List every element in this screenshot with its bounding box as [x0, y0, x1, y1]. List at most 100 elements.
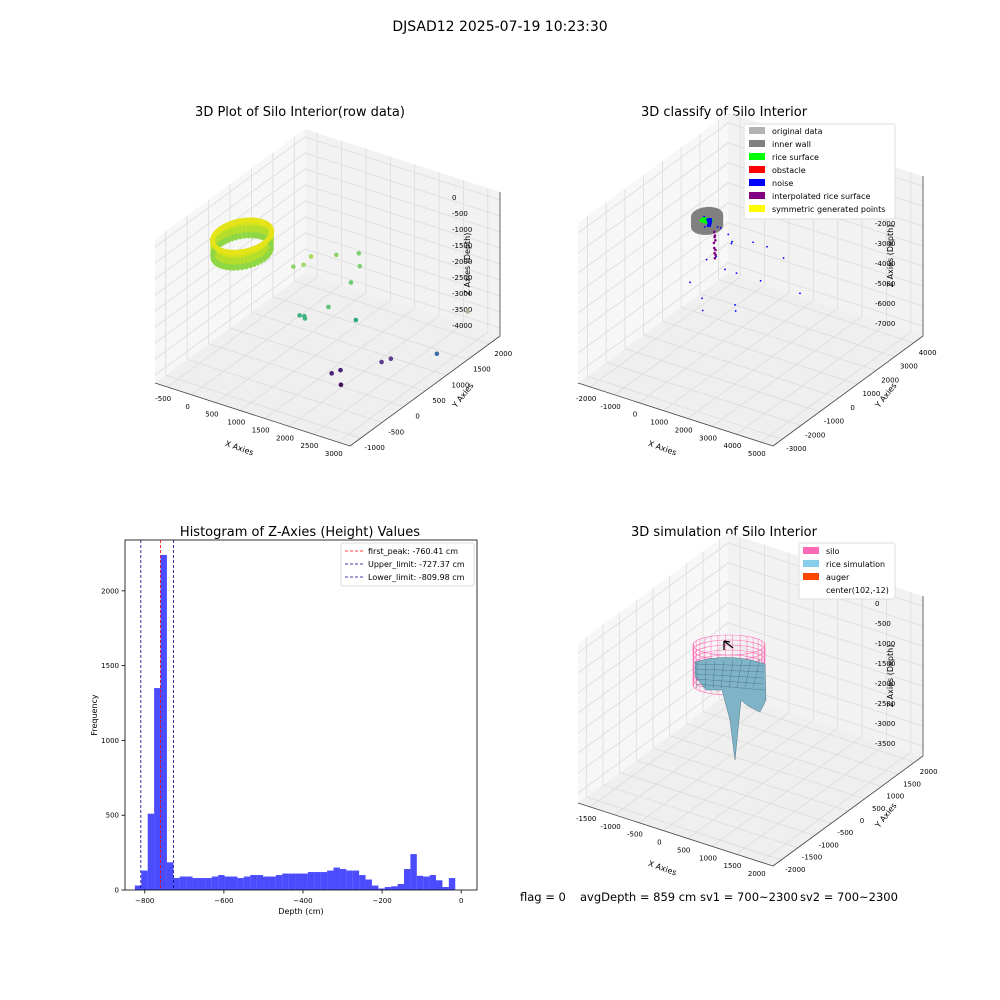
grid-line [187, 359, 383, 423]
grid-line [587, 375, 783, 440]
panel-simulation-title: 3D simulation of Silo Interior [631, 525, 818, 540]
figure-suptitle: DJSAD12 2025-07-19 10:23:30 [392, 19, 607, 35]
legend-label: rice simulation [826, 560, 885, 569]
pane-floor [578, 273, 923, 446]
y-tick-label: -1500 [802, 854, 822, 862]
x-axis-label: Depth (cm) [278, 907, 323, 916]
legend-label: obstacle [772, 166, 806, 175]
x-tick-label: 1000 [227, 419, 245, 427]
footer-sv2: sv2 = 700~2300 [800, 890, 898, 904]
y-tick-label: 1500 [473, 366, 491, 374]
auger-marker [723, 640, 734, 650]
x-axis-label: X Axies [647, 439, 678, 458]
x-tick-label: 4000 [724, 442, 742, 450]
grid-line [577, 262, 729, 374]
rice-surface [694, 657, 767, 761]
data-point [291, 264, 296, 269]
ring-point [226, 238, 231, 243]
grid-line [251, 311, 447, 376]
z-tick-label: 0 [875, 600, 879, 608]
noise-point [730, 242, 733, 245]
grid-line [643, 334, 839, 399]
y-tick-label: 2000 [881, 376, 899, 384]
grid-line [638, 292, 790, 404]
histogram-bar [314, 872, 321, 890]
histogram-bar [327, 870, 334, 890]
histogram-bar [301, 873, 308, 890]
histogram-bar [403, 869, 411, 890]
z-axis-label: Z Axies (Depth) [886, 225, 895, 288]
grid-line [577, 162, 729, 274]
legend-label: rice surface [772, 153, 819, 162]
noise-point [703, 226, 706, 228]
histogram-bar [154, 688, 161, 890]
histogram-bar [134, 885, 142, 890]
grid-line [577, 602, 729, 714]
grid-line [577, 242, 729, 354]
mesh-line [720, 660, 725, 689]
inner-wall-points [691, 206, 724, 236]
histogram-bar [288, 873, 296, 890]
mesh-line [695, 678, 765, 685]
z-tick-label: -3500 [875, 740, 895, 748]
grid-line [304, 200, 501, 265]
grid-line [577, 222, 729, 334]
legend-box [743, 123, 896, 220]
ring-point [237, 235, 243, 240]
grid-line [636, 759, 832, 824]
histogram-bar [320, 872, 328, 890]
grid-line [681, 306, 877, 371]
data-point [465, 309, 471, 314]
grid-line [304, 264, 501, 329]
noise-point [752, 241, 754, 244]
x-tick-label: 3000 [325, 450, 343, 458]
legend-swatch [749, 205, 765, 212]
grid-line [294, 280, 490, 345]
grid-line [577, 682, 729, 794]
grid-line [154, 264, 306, 376]
grid-line [614, 284, 765, 396]
histogram-bar [429, 875, 437, 890]
x-tick-label: −600 [214, 897, 233, 905]
histogram-bar [224, 876, 231, 890]
grid-line [686, 723, 882, 787]
histogram-bar [269, 876, 276, 890]
y-tick-label: -3000 [786, 445, 806, 453]
data-point [348, 280, 354, 285]
histogram-bar [384, 887, 392, 890]
x-tick-label: 2000 [276, 434, 294, 442]
x-tick-label: 3000 [699, 434, 717, 442]
x-tick-label: 2000 [748, 870, 766, 878]
data-point [334, 252, 339, 258]
grid-line [727, 622, 924, 687]
footer-flag: flag = 0 [520, 890, 566, 904]
histogram-bar [173, 878, 180, 890]
ring-point [246, 234, 251, 239]
grid-line [727, 262, 924, 327]
y-tick-label: -2000 [805, 431, 825, 439]
data-point [356, 250, 362, 256]
y-axis-line [772, 755, 924, 867]
y-tick-label: -1000 [365, 444, 385, 452]
legend-swatch [749, 192, 765, 199]
footer-sv1: sv1 = 700~2300 [700, 890, 798, 904]
grid-line [662, 320, 858, 385]
grid-line [154, 232, 306, 344]
mesh-line [695, 668, 765, 673]
grid-line [154, 248, 306, 360]
legend-simulation: silo rice simulation auger center(102,-12) [798, 542, 896, 600]
z-tick-label: -2000 [875, 680, 895, 688]
y-tick-label: 1500 [903, 780, 921, 788]
interpolated-point [712, 241, 716, 245]
histogram-bar [160, 554, 167, 890]
inner-wall-point [715, 228, 719, 233]
y-tick-label: 500 [872, 805, 885, 813]
z-tick-label: -1500 [875, 660, 895, 668]
legend-swatch [749, 127, 765, 134]
z-tick-label: -500 [452, 210, 468, 218]
grid-line [304, 248, 501, 313]
legend-box [340, 542, 475, 587]
footer-avgdepth: avgDepth = 859 cm [580, 890, 696, 904]
plot-frame [124, 539, 478, 891]
z-tick-label: -4000 [452, 322, 472, 330]
